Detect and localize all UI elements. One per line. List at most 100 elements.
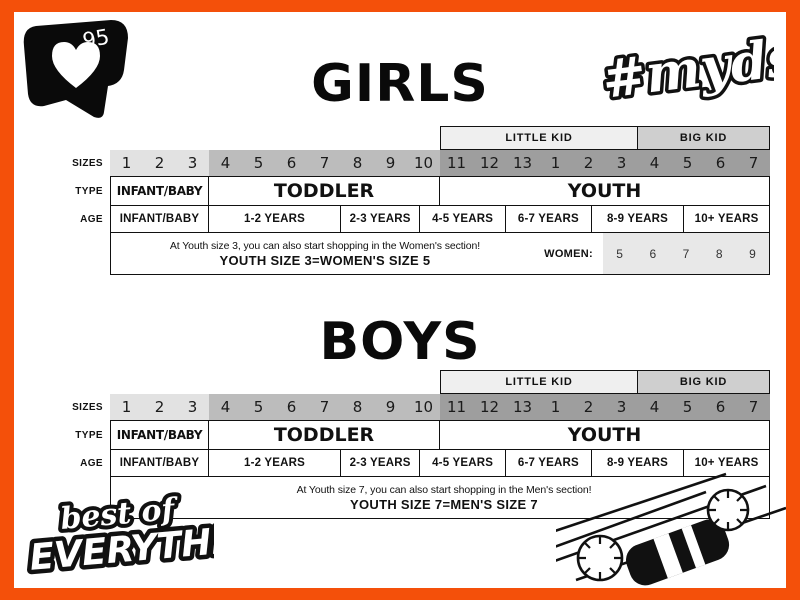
age-cell: 8-9 YEARS	[591, 450, 685, 477]
type-row-boys: TYPE INFANT/BABY TODDLER YOUTH	[58, 420, 770, 450]
note-line2-boys: YOUTH SIZE 7=MEN'S SIZE 7	[350, 496, 538, 512]
womens-conversion-girls: WOMEN: 5 6 7 8 9	[531, 233, 769, 274]
sizes-row-label-boys: SIZES	[72, 401, 103, 413]
note-text-girls: At Youth size 3, you can also start shop…	[111, 233, 531, 274]
conversion-label-girls: WOMEN:	[544, 247, 593, 260]
size-cell: 12	[473, 394, 506, 420]
kid-band-spacer-boys	[110, 370, 440, 394]
age-cell: 6-7 YEARS	[505, 450, 592, 477]
kid-band-row-girls: LITTLE KID BIG KID	[58, 126, 770, 150]
note-row-girls: At Youth size 3, you can also start shop…	[58, 233, 770, 275]
size-cell: 2	[572, 150, 605, 176]
conversion-size-cell: 5	[616, 246, 623, 261]
best-of-everything-logo: best of best of EVERYTHING EVERYTHING be…	[23, 488, 290, 584]
age-row-label-girls: AGE	[80, 214, 103, 225]
big-kid-header-boys: BIG KID	[638, 370, 770, 394]
little-kid-header-boys: LITTLE KID	[440, 370, 638, 394]
size-cell: 6	[275, 394, 308, 420]
size-cell: 13	[506, 150, 539, 176]
page-title-girls: GIRLS	[311, 54, 489, 114]
sizes-row-girls: SIZES 1 2 3 4 5 6 7 8 9 10 11 12 13 1 2 …	[58, 150, 770, 176]
size-cell: 6	[704, 150, 737, 176]
size-cell: 3	[176, 150, 209, 176]
age-cell: INFANT/BABY	[110, 206, 209, 233]
size-cell: 13	[506, 394, 539, 420]
conversion-size-cell: 8	[715, 246, 723, 261]
size-cell: 4	[209, 394, 242, 420]
type-cell-toddler: TODDLER	[209, 176, 440, 206]
kid-band-spacer-label-boys	[58, 370, 110, 394]
type-row-girls: TYPE INFANT/BABY TODDLER YOUTH	[58, 176, 770, 206]
sizes-row-boys: SIZES 1 2 3 4 5 6 7 8 9 10 11 12 13 1 2 …	[58, 394, 770, 420]
age-cell: 1-2 YEARS	[209, 206, 341, 233]
note-row-boys: At Youth size 7, you can also start shop…	[58, 477, 770, 519]
chart-boys: LITTLE KID BIG KID SIZES 1 2 3 4 5 6 7 8…	[58, 370, 770, 519]
size-cell: 1	[539, 394, 572, 420]
age-cell: 10+ YEARS	[684, 206, 770, 233]
size-cell: 10	[407, 150, 440, 176]
size-cell: 1	[110, 150, 143, 176]
age-cell: 4-5 YEARS	[420, 450, 506, 477]
size-cell: 5	[671, 394, 704, 420]
size-cell: 4	[638, 394, 671, 420]
age-row-girls: AGE INFANT/BABY 1-2 YEARS 2-3 YEARS 4-5 …	[58, 206, 770, 233]
age-cell: 10+ YEARS	[684, 450, 770, 477]
size-chart-poster: 95 95 #mydsw #mydsw #mydsw GIRLS LITTLE …	[14, 12, 800, 588]
size-cell: 3	[605, 150, 638, 176]
kid-band-row-boys: LITTLE KID BIG KID	[58, 370, 770, 394]
note-row-spacer-girls	[58, 233, 110, 275]
age-cell: 6-7 YEARS	[505, 206, 592, 233]
conversion-size-cell: 9	[749, 246, 756, 261]
size-cell: 4	[638, 150, 671, 176]
size-cell: 3	[605, 394, 638, 420]
size-cell: 9	[374, 150, 407, 176]
size-cell: 8	[341, 150, 374, 176]
kid-band-spacer-label	[58, 126, 110, 150]
badge-number-text: 95	[81, 25, 111, 53]
conversion-size-cell: 7	[682, 246, 690, 261]
age-row-boys: AGE INFANT/BABY 1-2 YEARS 2-3 YEARS 4-5 …	[58, 450, 770, 477]
conversion-size-cell: 6	[649, 246, 657, 261]
kid-band-spacer	[110, 126, 440, 150]
chart-girls: LITTLE KID BIG KID SIZES 1 2 3 4 5 6 7 8…	[58, 126, 770, 275]
note-line1-girls: At Youth size 3, you can also start shop…	[169, 239, 481, 252]
size-cell: 5	[242, 150, 275, 176]
type-cell-infant: INFANT/BABY	[110, 420, 209, 450]
size-cell: 9	[374, 394, 407, 420]
page-title-boys: BOYS	[319, 312, 481, 372]
type-cell-youth: YOUTH	[440, 176, 770, 206]
age-row-label-boys: AGE	[80, 458, 103, 469]
type-row-label-boys: TYPE	[75, 429, 103, 441]
sizes-row-label-girls: SIZES	[72, 157, 103, 169]
size-cell: 5	[242, 394, 275, 420]
note-line1-boys: At Youth size 7, you can also start shop…	[296, 483, 592, 496]
size-cell: 7	[737, 394, 770, 420]
hashtag-mydsw: #mydsw #mydsw #mydsw	[594, 17, 800, 114]
age-cell: INFANT/BABY	[110, 450, 209, 477]
note-text-boys: At Youth size 7, you can also start shop…	[111, 477, 769, 518]
size-cell: 6	[704, 394, 737, 420]
size-cell: 11	[440, 150, 473, 176]
sneaker-illustration	[556, 468, 786, 588]
age-cell: 2-3 YEARS	[341, 450, 421, 477]
size-cell: 1	[539, 150, 572, 176]
size-cell: 2	[572, 394, 605, 420]
little-kid-header-girls: LITTLE KID	[440, 126, 638, 150]
type-row-label-girls: TYPE	[75, 185, 103, 197]
size-cell: 12	[473, 150, 506, 176]
age-cell: 1-2 YEARS	[209, 450, 341, 477]
age-cell: 2-3 YEARS	[341, 206, 421, 233]
size-cell: 5	[671, 150, 704, 176]
type-cell-infant: INFANT/BABY	[110, 176, 209, 206]
age-cell: 8-9 YEARS	[591, 206, 685, 233]
age-cell: 4-5 YEARS	[420, 206, 506, 233]
size-cell: 7	[308, 150, 341, 176]
size-cell: 10	[407, 394, 440, 420]
size-cell: 2	[143, 394, 176, 420]
big-kid-header-girls: BIG KID	[638, 126, 770, 150]
size-cell: 1	[110, 394, 143, 420]
size-cell: 7	[308, 394, 341, 420]
size-cell: 8	[341, 394, 374, 420]
size-cell: 3	[176, 394, 209, 420]
size-cell: 4	[209, 150, 242, 176]
